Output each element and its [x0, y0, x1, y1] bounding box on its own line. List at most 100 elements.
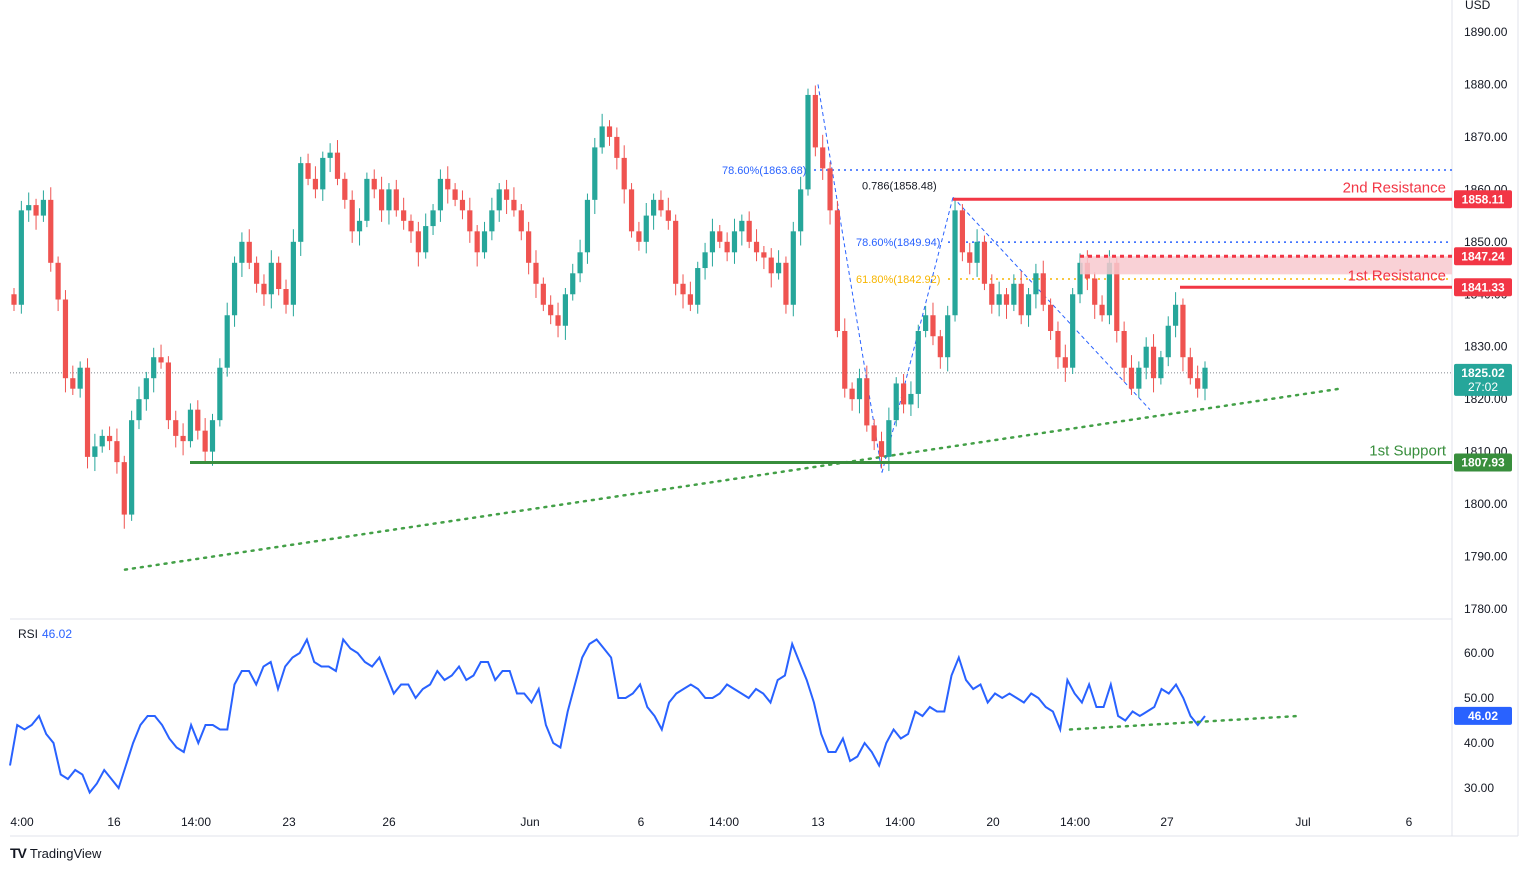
candle-body: [651, 199, 657, 216]
candle-body: [1106, 262, 1113, 316]
candle-body: [290, 241, 296, 305]
rsi-tick-label: 40.00: [1464, 736, 1494, 750]
candle-body: [1003, 294, 1010, 305]
time-tick-label: 14:00: [1060, 815, 1090, 829]
candle-body: [614, 136, 620, 158]
candle-body: [26, 205, 32, 211]
candle-body: [680, 283, 686, 295]
levels-layer[interactable]: 2nd Resistance 1st Resistance 1st Support: [190, 179, 1452, 464]
candle-body: [378, 189, 385, 211]
last-price-tag: [1454, 363, 1512, 396]
tradingview-logo-icon: TV: [10, 845, 27, 861]
time-tick-label: 27: [1160, 815, 1174, 829]
candle-body: [1062, 357, 1068, 368]
candle-body: [1077, 262, 1083, 295]
candle-body: [526, 231, 532, 263]
candle-body: [401, 210, 407, 221]
candle-body: [1187, 357, 1193, 379]
candle-body: [489, 210, 495, 232]
candle-body: [1143, 346, 1149, 368]
candle-body: [915, 330, 921, 394]
candle-body: [1033, 273, 1039, 295]
candle-body: [467, 210, 473, 232]
price-tick-label: 1850.00: [1464, 235, 1508, 249]
candle-body: [114, 441, 120, 463]
fib-swing-leg: [952, 196, 1151, 411]
candle-body: [496, 189, 502, 211]
candle-body: [1165, 325, 1171, 358]
candle-body: [202, 430, 208, 452]
candle-body: [334, 152, 341, 179]
ascending-trendline: [123, 387, 1342, 571]
candle-body: [937, 336, 943, 358]
level-price-tag-text: 1858.11: [1462, 192, 1505, 206]
candle-body: [1172, 304, 1179, 326]
candle-body: [562, 294, 568, 326]
candle-body: [481, 231, 488, 253]
fib-level-label: 0.786(1858.48): [862, 180, 937, 192]
candle-body: [878, 441, 885, 457]
candle-body: [548, 304, 554, 316]
price-tick-label: 1830.00: [1464, 340, 1508, 354]
rsi-support-line: [1068, 714, 1300, 731]
candle-body: [459, 199, 466, 211]
candle-body: [305, 163, 311, 179]
candle-body: [1150, 346, 1157, 379]
candle-body: [1048, 304, 1054, 331]
level-price-tag: [1454, 278, 1512, 297]
candle-body: [812, 94, 818, 148]
candle-body: [768, 257, 774, 274]
tradingview-logo[interactable]: TV TradingView: [10, 845, 101, 861]
countdown-tag-text: 27:02: [1468, 380, 1498, 394]
candle-body: [423, 226, 429, 253]
candle-body: [820, 147, 826, 169]
trendline-layer[interactable]: [10, 372, 1452, 571]
candle-body: [33, 205, 39, 216]
candle-body: [136, 399, 142, 421]
candle-body: [55, 262, 61, 300]
candle-body: [864, 378, 870, 426]
candle-body: [775, 262, 782, 274]
rsi-value-label: 46.02: [42, 627, 72, 641]
candle-body: [452, 189, 458, 200]
candle-body: [981, 241, 988, 284]
candle-body: [1092, 278, 1098, 305]
candle-body: [99, 435, 105, 447]
candle-body: [827, 168, 833, 211]
candle-body: [40, 199, 47, 216]
time-tick-label: Jun: [520, 815, 539, 829]
time-tick-label: 20: [986, 815, 1000, 829]
fib-level-label: 78.60%(1863.68): [722, 165, 806, 177]
rsi-layer[interactable]: 60.00 50.00 40.00 30.00 46.02: [9, 636, 1512, 796]
candle-body: [18, 210, 24, 305]
candle-body: [224, 315, 230, 368]
candle-body: [717, 231, 723, 242]
resistance-zone: [1080, 256, 1452, 275]
candle-body: [106, 435, 113, 442]
fib-level-label: 61.80%(1842.92): [856, 274, 940, 286]
candle-body: [503, 189, 510, 200]
time-tick-label: Jul: [1295, 815, 1310, 829]
fibonacci-layer[interactable]: 78.60%(1863.68) 0.786(1858.48) 78.60%(1849…: [722, 84, 1452, 473]
candle-body: [673, 220, 679, 284]
candle-body: [415, 231, 421, 253]
rsi-tick-label: 30.00: [1464, 781, 1494, 795]
candle-body: [187, 409, 194, 442]
candles-layer[interactable]: [11, 85, 1208, 529]
candle-body: [283, 289, 289, 305]
candle-body: [665, 210, 671, 221]
candle-body: [967, 252, 973, 263]
candle-body: [628, 189, 635, 232]
level-price-tag-text: 1807.93: [1461, 455, 1505, 469]
candle-body: [658, 199, 664, 211]
price-tick-label: 1880.00: [1464, 77, 1508, 91]
candle-body: [298, 163, 304, 242]
rsi-tick-label: 60.00: [1464, 646, 1494, 660]
candle-body: [1136, 367, 1142, 389]
candle-body: [48, 199, 54, 263]
time-tick-label: 13: [811, 815, 825, 829]
level-label: 1st Resistance: [1348, 267, 1446, 284]
candle-body: [408, 220, 414, 232]
